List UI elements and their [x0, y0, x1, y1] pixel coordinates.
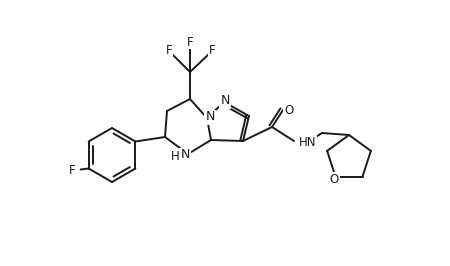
- Text: O: O: [330, 173, 339, 186]
- Text: F: F: [166, 44, 172, 57]
- Text: F: F: [209, 44, 215, 57]
- Text: HN: HN: [299, 135, 316, 148]
- Text: F: F: [187, 35, 194, 48]
- Text: F: F: [69, 164, 76, 177]
- Text: N: N: [180, 148, 190, 161]
- Text: O: O: [284, 103, 293, 117]
- Text: H: H: [171, 149, 180, 163]
- Text: N: N: [220, 94, 230, 107]
- Text: N: N: [205, 110, 215, 123]
